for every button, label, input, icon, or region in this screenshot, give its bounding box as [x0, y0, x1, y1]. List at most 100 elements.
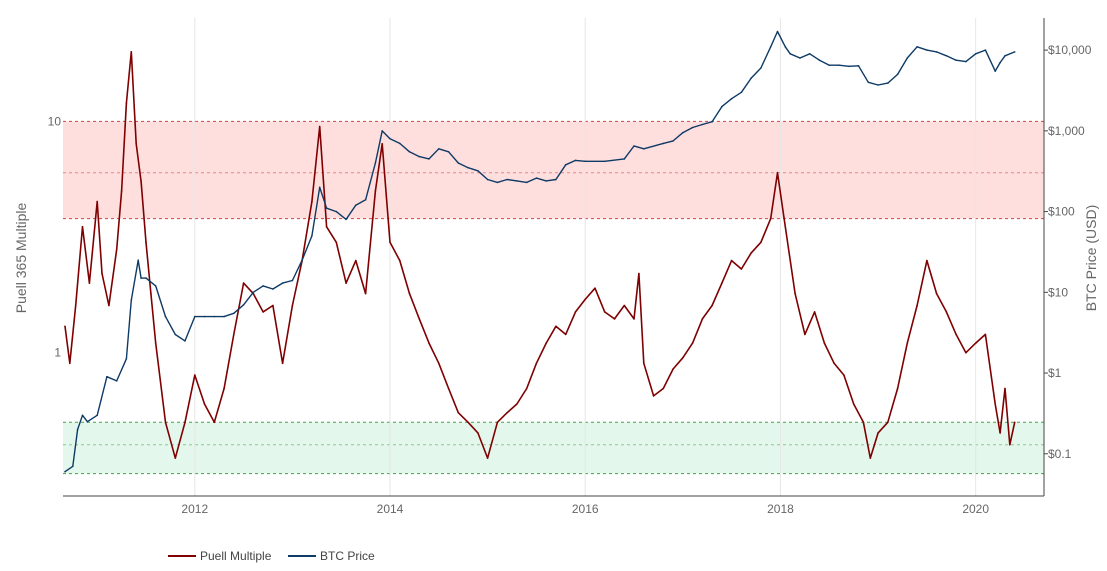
btc-point	[96, 414, 98, 417]
btc-point	[1004, 55, 1006, 57]
puell-point	[535, 362, 538, 365]
puell-point	[999, 432, 1001, 434]
puell-point	[108, 304, 110, 307]
btc-point	[418, 155, 421, 158]
btc-point	[486, 178, 489, 181]
x-tick-label: 2018	[767, 502, 794, 516]
puell-point	[164, 421, 167, 424]
puell-point	[682, 357, 684, 359]
x-tick-label: 2012	[181, 502, 208, 516]
puell-point	[101, 272, 103, 275]
btc-point	[740, 91, 743, 94]
puell-point	[457, 411, 460, 414]
puell-point	[555, 325, 557, 328]
puell-point	[184, 421, 186, 424]
puell-point	[869, 457, 872, 459]
puell-point	[877, 432, 879, 434]
btc-point	[281, 282, 284, 284]
puell-point	[364, 292, 367, 295]
puell-point	[721, 282, 723, 284]
btc-point	[325, 207, 328, 209]
btc-point	[76, 428, 79, 431]
btc-point	[974, 53, 977, 55]
btc-point	[760, 67, 762, 69]
btc-point	[691, 126, 694, 129]
btc-point	[130, 299, 133, 301]
btc-point	[776, 30, 779, 33]
right-tick-label: $100	[1048, 205, 1075, 219]
btc-point	[584, 160, 586, 163]
puell-point	[564, 333, 567, 336]
puell-point	[833, 362, 835, 365]
btc-point	[364, 199, 367, 201]
puell-point	[813, 311, 816, 313]
puell-point	[896, 387, 899, 390]
btc-point	[72, 465, 74, 468]
legend-item[interactable]: BTC Price	[288, 549, 375, 563]
tick-labels: 2012 2014 2016 2018 2020 1 10 $0.1 $1 $10 $100 $1,0…	[48, 43, 1092, 516]
puell-point	[955, 333, 957, 336]
puell-point	[174, 457, 177, 459]
puell-point	[984, 333, 987, 336]
puell-point	[760, 241, 762, 244]
btc-point	[784, 46, 787, 48]
puell-point	[1013, 421, 1016, 424]
overvalued-band	[63, 121, 1044, 219]
puell-point	[335, 241, 338, 244]
puell-point	[887, 421, 889, 424]
btc-point	[233, 312, 235, 315]
puell-point	[516, 403, 518, 405]
btc-point	[857, 65, 860, 67]
btc-point	[477, 170, 479, 172]
right-tick-label: $10	[1048, 285, 1068, 299]
puell-point	[281, 362, 284, 365]
btc-point	[516, 180, 518, 182]
right-tick-label: $1,000	[1048, 124, 1085, 138]
btc-point	[672, 140, 674, 142]
puell-point	[916, 304, 918, 307]
puell-point	[1004, 387, 1006, 390]
puell-point	[740, 268, 743, 270]
puell-point	[603, 311, 606, 313]
puell-point	[1009, 443, 1011, 446]
left-tick-label: 10	[48, 114, 62, 128]
btc-point	[408, 151, 411, 153]
puell-point	[804, 333, 806, 336]
left-tick-label: 1	[54, 346, 61, 360]
puell-point	[428, 342, 430, 344]
btc-point	[799, 57, 801, 59]
btc-point	[194, 315, 196, 318]
puell-point	[926, 259, 928, 262]
puell-point	[711, 304, 713, 307]
puell-point	[418, 318, 421, 320]
btc-point	[525, 181, 528, 184]
btc-point	[945, 55, 948, 57]
btc-point	[311, 235, 313, 237]
puell-point	[935, 292, 938, 295]
legend-label: BTC Price	[320, 549, 375, 563]
puell-point	[311, 200, 313, 203]
btc-point	[555, 178, 557, 181]
btc-point	[867, 81, 870, 84]
btc-point	[428, 158, 430, 160]
btc-point	[848, 65, 850, 68]
btc-point	[808, 53, 811, 55]
puell-point	[623, 304, 626, 307]
btc-point	[506, 178, 508, 181]
legend-item[interactable]: Puell Multiple	[168, 549, 272, 563]
btc-point	[184, 340, 186, 342]
puell-point	[213, 421, 216, 424]
btc-point	[223, 315, 225, 318]
puell-point	[823, 342, 826, 344]
btc-point	[965, 60, 967, 63]
puell-point	[974, 342, 977, 344]
btc-point	[643, 148, 645, 150]
btc-point	[496, 181, 499, 184]
puell-point	[81, 226, 84, 228]
btc-point	[345, 218, 347, 221]
btc-point	[115, 380, 118, 382]
left-axis-title: Puell 365 Multiple	[13, 203, 29, 314]
puell-point	[672, 368, 674, 370]
puell-point	[994, 403, 996, 405]
